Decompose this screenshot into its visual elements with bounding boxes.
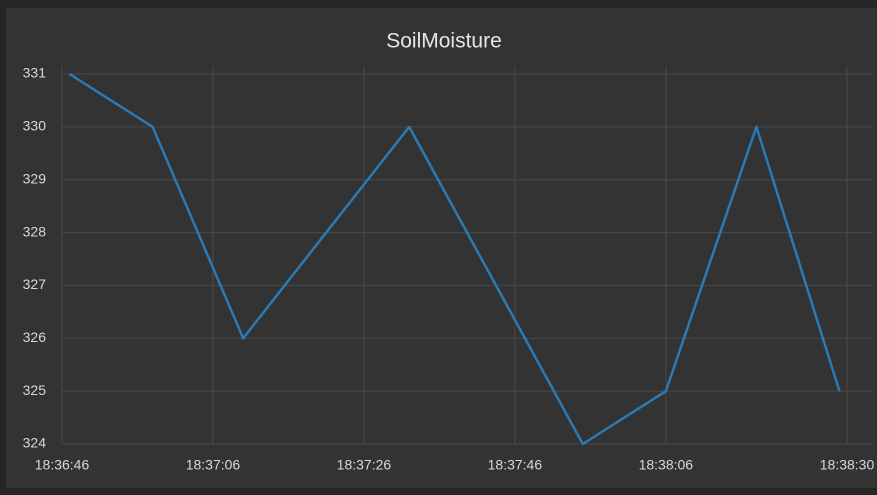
x-tick-label: 18:37:46 bbox=[488, 457, 543, 473]
y-tick-label: 331 bbox=[23, 65, 47, 81]
chart-title: SoilMoisture bbox=[386, 30, 502, 53]
y-tick-label: 327 bbox=[23, 276, 47, 292]
x-tick-label: 18:38:30 bbox=[820, 457, 875, 473]
x-tick-label: 18:37:06 bbox=[186, 457, 241, 473]
x-tick-label: 18:38:06 bbox=[639, 457, 694, 473]
y-tick-label: 329 bbox=[23, 170, 47, 186]
x-tick-label: 18:37:26 bbox=[337, 457, 392, 473]
x-tick-label: 18:36:46 bbox=[35, 457, 90, 473]
y-tick-label: 328 bbox=[23, 223, 47, 239]
data-line bbox=[68, 72, 841, 446]
chart-background bbox=[6, 8, 877, 488]
y-tick-label: 325 bbox=[23, 382, 47, 398]
y-tick-label: 330 bbox=[23, 118, 47, 134]
y-tick-label: 326 bbox=[23, 329, 47, 345]
y-tick-label: 324 bbox=[23, 435, 47, 451]
